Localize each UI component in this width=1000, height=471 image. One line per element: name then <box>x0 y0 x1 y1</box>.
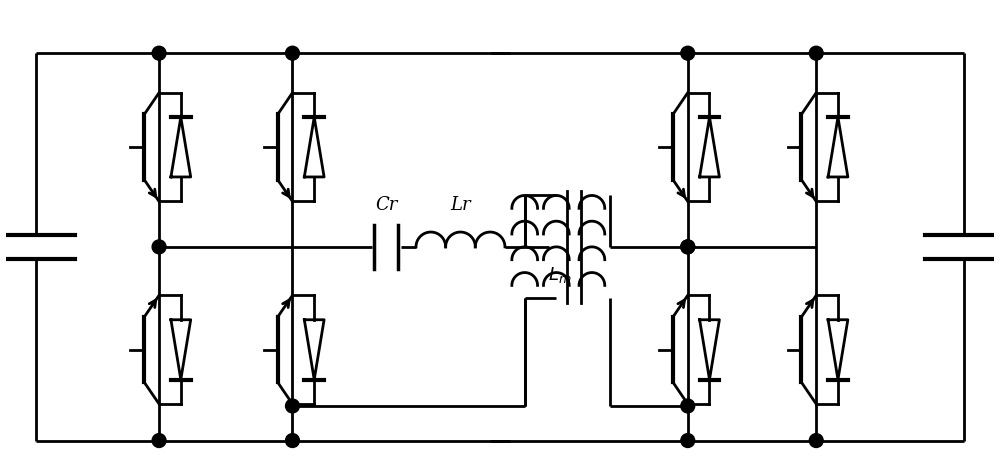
Circle shape <box>286 434 299 447</box>
Text: Cr: Cr <box>375 196 398 214</box>
Circle shape <box>681 240 695 254</box>
Circle shape <box>286 46 299 60</box>
Circle shape <box>286 399 299 413</box>
Circle shape <box>152 240 166 254</box>
Text: Lr: Lr <box>450 196 471 214</box>
Circle shape <box>681 434 695 447</box>
Circle shape <box>809 434 823 447</box>
Circle shape <box>681 240 695 254</box>
Circle shape <box>681 46 695 60</box>
Circle shape <box>152 434 166 447</box>
Circle shape <box>809 46 823 60</box>
Circle shape <box>152 46 166 60</box>
Text: $L_m$: $L_m$ <box>548 265 571 284</box>
Circle shape <box>681 399 695 413</box>
